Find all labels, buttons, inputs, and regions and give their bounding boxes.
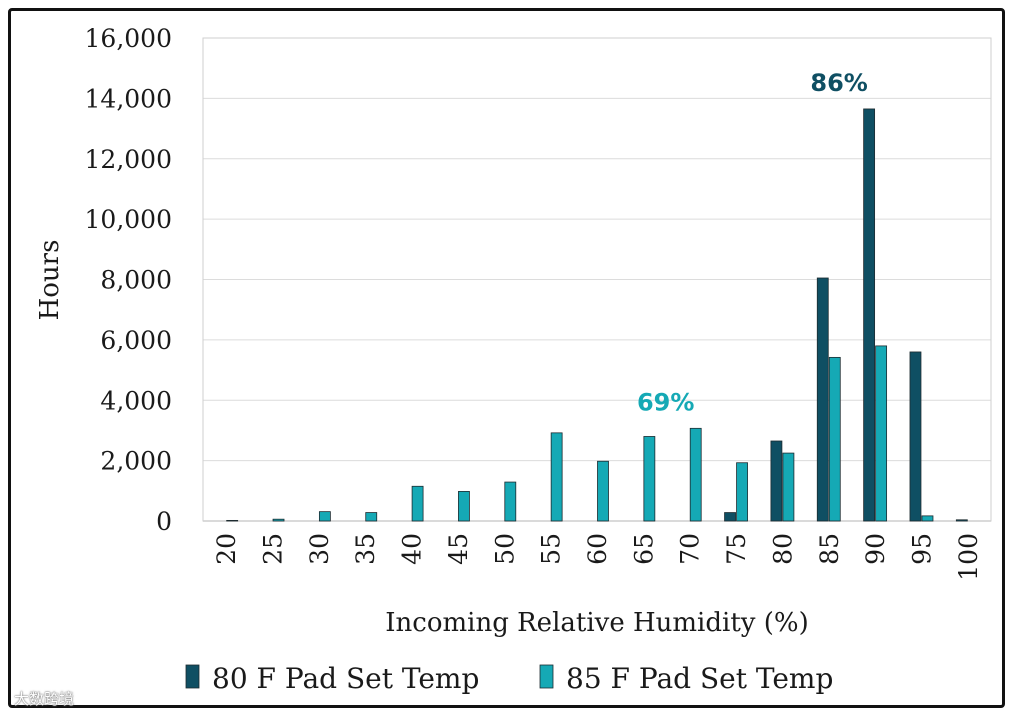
bar-80f-85 bbox=[816, 277, 829, 522]
bar-80f-75 bbox=[724, 512, 736, 522]
bar-80f-80 bbox=[770, 440, 783, 522]
annotation-label: 86% bbox=[810, 69, 867, 97]
y-tick-label: 0 bbox=[156, 507, 172, 536]
bar-85f-65 bbox=[643, 436, 656, 522]
x-axis-title: Incoming Relative Humidity (%) bbox=[385, 608, 808, 638]
x-tick-label: 40 bbox=[398, 533, 427, 565]
y-axis-ticks: 0 2,000 4,000 6,000 8,000 10,000 12,000 14,000 1… bbox=[85, 24, 172, 536]
bars bbox=[226, 108, 968, 522]
bar-85f-60 bbox=[597, 460, 609, 522]
y-tick-label: 6,000 bbox=[100, 326, 172, 355]
plot-area bbox=[202, 37, 992, 522]
bar-85f-25 bbox=[272, 518, 285, 522]
bar-85f-45 bbox=[458, 491, 470, 522]
x-tick-label: 20 bbox=[212, 533, 241, 565]
bar-85f-85 bbox=[828, 356, 841, 522]
x-tick-label: 95 bbox=[907, 533, 936, 565]
bar-80f-100 bbox=[955, 519, 968, 522]
x-tick-label: 55 bbox=[537, 533, 566, 565]
annotations: 86% 69% bbox=[637, 69, 868, 416]
y-tick-label: 8,000 bbox=[100, 266, 172, 295]
bar-85f-50 bbox=[504, 481, 517, 522]
y-tick-label: 10,000 bbox=[85, 205, 172, 234]
annotation-label: 69% bbox=[637, 388, 694, 416]
bar-85f-95 bbox=[921, 515, 934, 522]
x-tick-label: 30 bbox=[305, 533, 334, 565]
bar-85f-40 bbox=[411, 485, 424, 522]
x-tick-label: 65 bbox=[629, 533, 658, 565]
x-tick-label: 90 bbox=[861, 533, 890, 565]
bar-85f-30 bbox=[318, 511, 331, 522]
bar-85f-70 bbox=[689, 427, 702, 522]
y-tick-label: 14,000 bbox=[85, 84, 172, 113]
y-tick-label: 4,000 bbox=[100, 386, 172, 415]
bar-85f-80 bbox=[782, 452, 795, 522]
bar-85f-75 bbox=[736, 462, 748, 522]
legend-label: 85 F Pad Set Temp bbox=[566, 662, 833, 695]
y-axis-title: Hours bbox=[35, 240, 65, 321]
x-tick-label: 45 bbox=[444, 533, 473, 565]
bar-80f-90 bbox=[863, 108, 876, 522]
x-tick-label: 85 bbox=[815, 533, 844, 565]
watermark: 大数跨境 bbox=[14, 690, 75, 708]
bar-85f-20 bbox=[226, 519, 239, 522]
bar-85f-55 bbox=[550, 432, 563, 522]
x-tick-label: 50 bbox=[490, 533, 519, 565]
x-tick-label: 60 bbox=[583, 533, 612, 565]
x-tick-label: 75 bbox=[722, 533, 751, 565]
x-tick-label: 25 bbox=[259, 533, 288, 565]
x-tick-label: 70 bbox=[676, 533, 705, 565]
x-tick-label: 35 bbox=[351, 533, 380, 565]
legend: 80 F Pad Set Temp 85 F Pad Set Temp bbox=[185, 662, 833, 695]
bar-85f-90 bbox=[875, 345, 888, 522]
y-tick-label: 2,000 bbox=[100, 447, 172, 476]
bar-80f-95 bbox=[909, 351, 922, 522]
bar-85f-35 bbox=[365, 512, 378, 522]
y-tick-label: 16,000 bbox=[85, 24, 172, 53]
legend-swatch bbox=[539, 664, 554, 689]
y-tick-label: 12,000 bbox=[85, 145, 172, 174]
legend-label: 80 F Pad Set Temp bbox=[212, 662, 479, 695]
legend-swatch bbox=[185, 664, 200, 689]
x-axis-ticks: 20 25 30 35 40 45 50 55 60 65 70 75 80 85 90 95 100 bbox=[212, 533, 983, 581]
x-tick-label: 100 bbox=[954, 533, 983, 581]
x-tick-label: 80 bbox=[768, 533, 797, 565]
